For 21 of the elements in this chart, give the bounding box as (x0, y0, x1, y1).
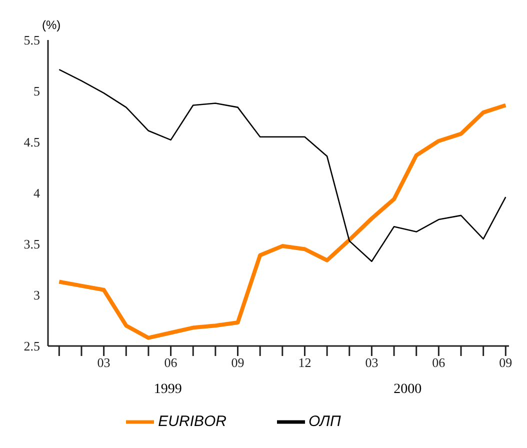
y-tick-label: 5 (34, 84, 40, 99)
text: 1999 (152, 382, 183, 398)
line-series (57, 103, 508, 340)
x-tick-label: 09 (231, 355, 244, 370)
y-tick-label: 4 (34, 186, 40, 201)
x-tick-label: 12 (298, 355, 312, 370)
y-tick-label: 2.5 (24, 338, 40, 354)
text: 2000 (392, 382, 423, 398)
y-tick-label: 3.5 (24, 236, 40, 252)
y-tick-label: 4.5 (24, 134, 40, 150)
x-tick-label: 03 (97, 355, 110, 370)
legend-label: EURIBOR (158, 412, 226, 430)
x-tick-label: 06 (164, 355, 178, 370)
y-tick-label: 3 (34, 288, 40, 303)
x-tick-label: 09 (499, 355, 512, 370)
line-series (58, 68, 506, 262)
x-tick-label: 06 (432, 355, 446, 370)
x-tick-label: 03 (365, 355, 378, 370)
legend-label: ОЛП (308, 412, 341, 430)
y-tick-label: 5.5 (24, 32, 40, 48)
y-axis-title: (%) (42, 18, 61, 32)
